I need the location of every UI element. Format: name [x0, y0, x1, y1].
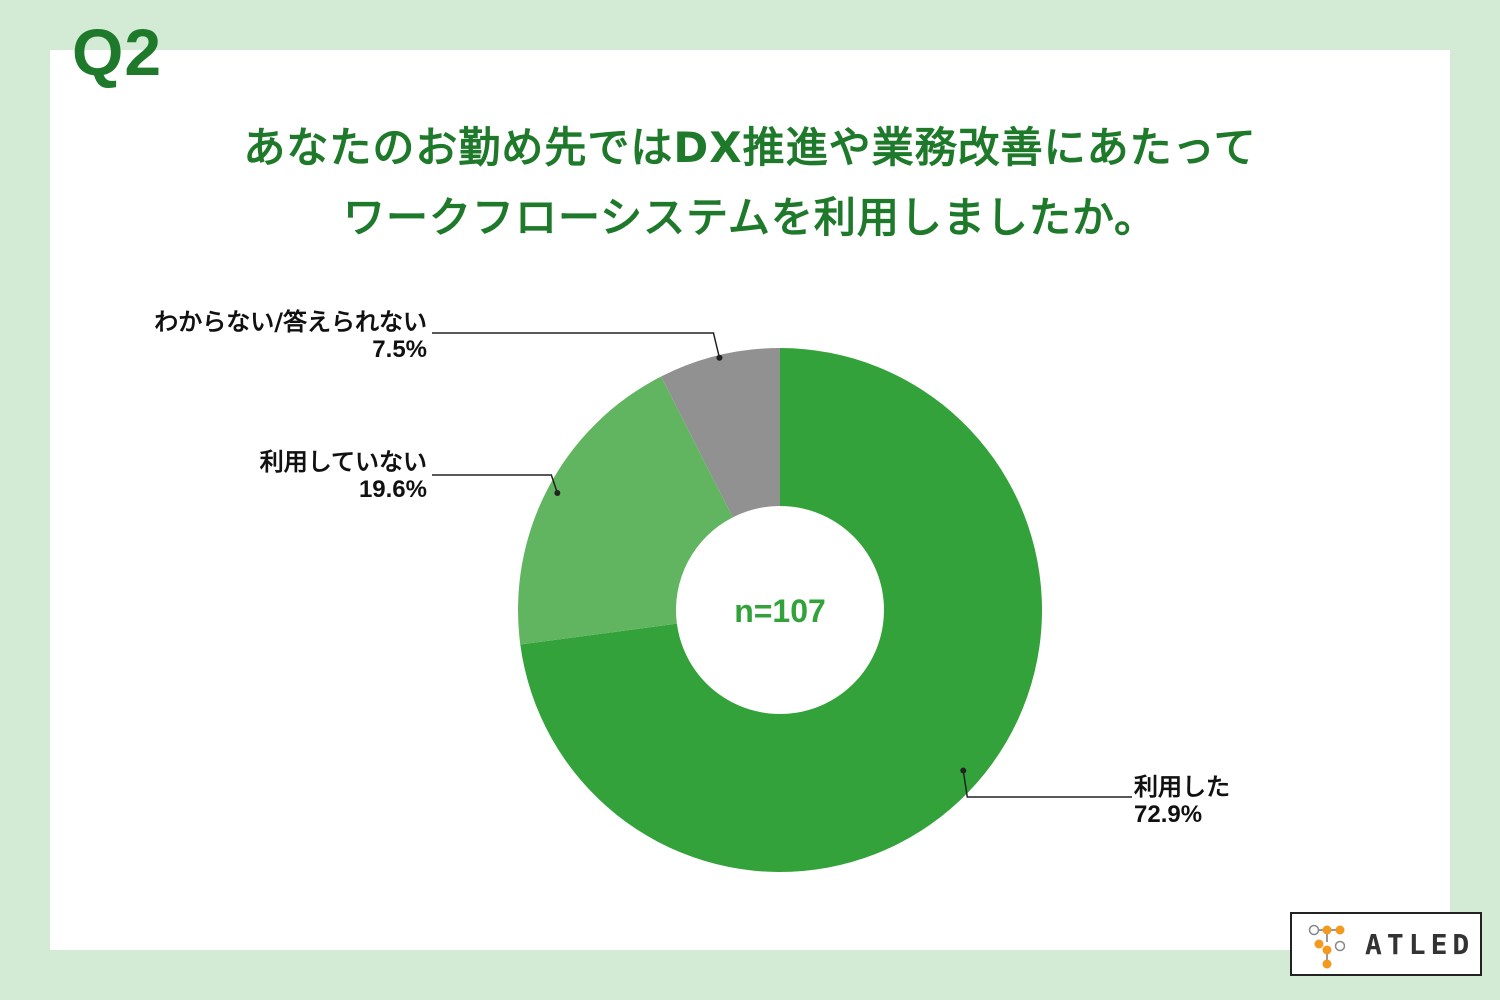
atled-logo-text: ATLED [1365, 928, 1475, 961]
leader-dot-1 [960, 767, 967, 774]
leader-line-3 [432, 332, 721, 358]
slice-label-1: 利用した [1134, 773, 1230, 801]
atled-logo-mark-icon [1308, 924, 1346, 969]
pie-slice-1 [520, 348, 1042, 873]
pie-slice-2 [518, 376, 733, 645]
chart-title-line-2: ワークフローシステムを利用しましたか。 [342, 193, 1158, 242]
atled-logo: ATLED [1290, 912, 1482, 976]
sample-size-label: n=107 [734, 593, 826, 629]
slice-label-2: 利用していない [260, 448, 427, 476]
slice-value-2: 19.6% [359, 476, 427, 503]
leader-line-2 [432, 474, 559, 494]
chart-title-line-1: あなたのお勤め先ではDX推進や業務改善にあたって [243, 123, 1257, 172]
leader-dot-3 [716, 354, 723, 361]
leader-line-1 [962, 770, 1132, 798]
slice-label-3: わからない/答えられない [154, 308, 427, 336]
slice-value-1: 72.9% [1134, 801, 1202, 828]
leader-dot-2 [554, 490, 561, 497]
slice-value-3: 7.5% [372, 336, 427, 363]
question-number: Q2 [72, 15, 163, 89]
pie-slice-3 [661, 348, 780, 518]
